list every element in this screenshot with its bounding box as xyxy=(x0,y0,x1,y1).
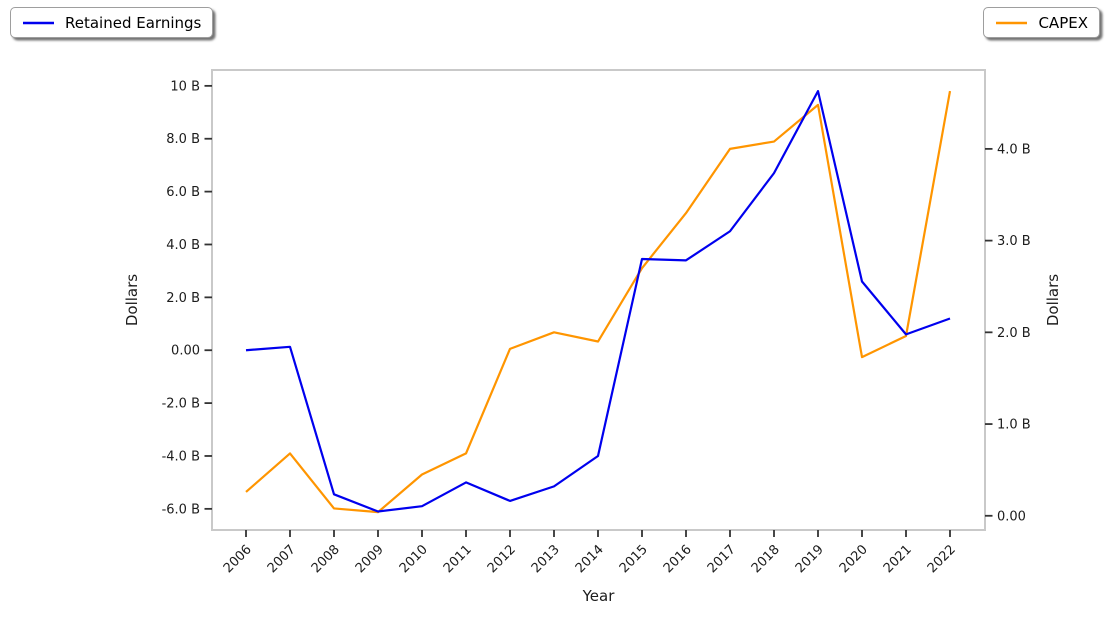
x-axis-tick-label: 2020 xyxy=(837,542,871,576)
left-axis-tick-label: 8.0 B xyxy=(166,132,200,147)
left-axis-tick-label: 0.00 xyxy=(171,344,200,359)
right-axis-title: Dollars xyxy=(1044,274,1062,326)
right-axis-tick-label: 0.00 xyxy=(997,509,1026,524)
x-axis-tick-label: 2022 xyxy=(925,542,959,576)
x-axis-tick-label: 2011 xyxy=(441,542,475,576)
x-axis-title: Year xyxy=(582,587,616,605)
right-axis-tick-label: 2.0 B xyxy=(997,326,1031,341)
left-axis-title: Dollars xyxy=(123,274,141,326)
capex-line-swatch xyxy=(996,21,1028,24)
legend-retained-earnings: Retained Earnings xyxy=(10,7,214,38)
x-axis-tick-label: 2013 xyxy=(529,542,563,576)
x-axis-tick-label: 2015 xyxy=(617,542,651,576)
legend-label-retained-earnings: Retained Earnings xyxy=(65,13,202,32)
left-axis-tick-label: 10 B xyxy=(170,79,200,94)
retained-earnings-line-swatch xyxy=(23,21,54,24)
left-axis-tick-label: 4.0 B xyxy=(166,238,200,253)
x-axis-tick-label: 2012 xyxy=(485,542,519,576)
x-axis-tick-label: 2018 xyxy=(749,542,783,576)
right-axis-tick-label: 4.0 B xyxy=(997,142,1031,157)
x-axis-tick-label: 2014 xyxy=(573,542,607,576)
legend-capex: CAPEX xyxy=(983,7,1100,38)
x-axis-tick-label: 2007 xyxy=(265,542,299,576)
left-axis-tick-label: 2.0 B xyxy=(166,291,200,306)
x-axis-tick-label: 2017 xyxy=(705,542,739,576)
left-axis-tick-label: -2.0 B xyxy=(162,397,200,412)
capex-line xyxy=(245,90,952,514)
right-axis-tick-label: 1.0 B xyxy=(997,418,1031,433)
x-axis-tick-label: 2008 xyxy=(309,542,343,576)
retained-earnings-line xyxy=(245,90,951,513)
x-axis-tick-label: 2009 xyxy=(353,542,387,576)
left-axis-tick-label: -4.0 B xyxy=(162,449,200,464)
right-axis-tick-label: 3.0 B xyxy=(997,234,1031,249)
x-axis-tick-label: 2021 xyxy=(881,542,915,576)
plot-border xyxy=(211,69,986,531)
x-axis-tick-label: 2016 xyxy=(661,542,695,576)
x-axis-tick-label: 2006 xyxy=(221,542,255,576)
x-axis-tick-label: 2019 xyxy=(793,542,827,576)
left-axis-tick-label: -6.0 B xyxy=(162,502,200,517)
x-axis-tick-label: 2010 xyxy=(397,542,431,576)
left-axis-tick-label: 6.0 B xyxy=(166,185,200,200)
legend-label-capex: CAPEX xyxy=(1038,13,1088,32)
